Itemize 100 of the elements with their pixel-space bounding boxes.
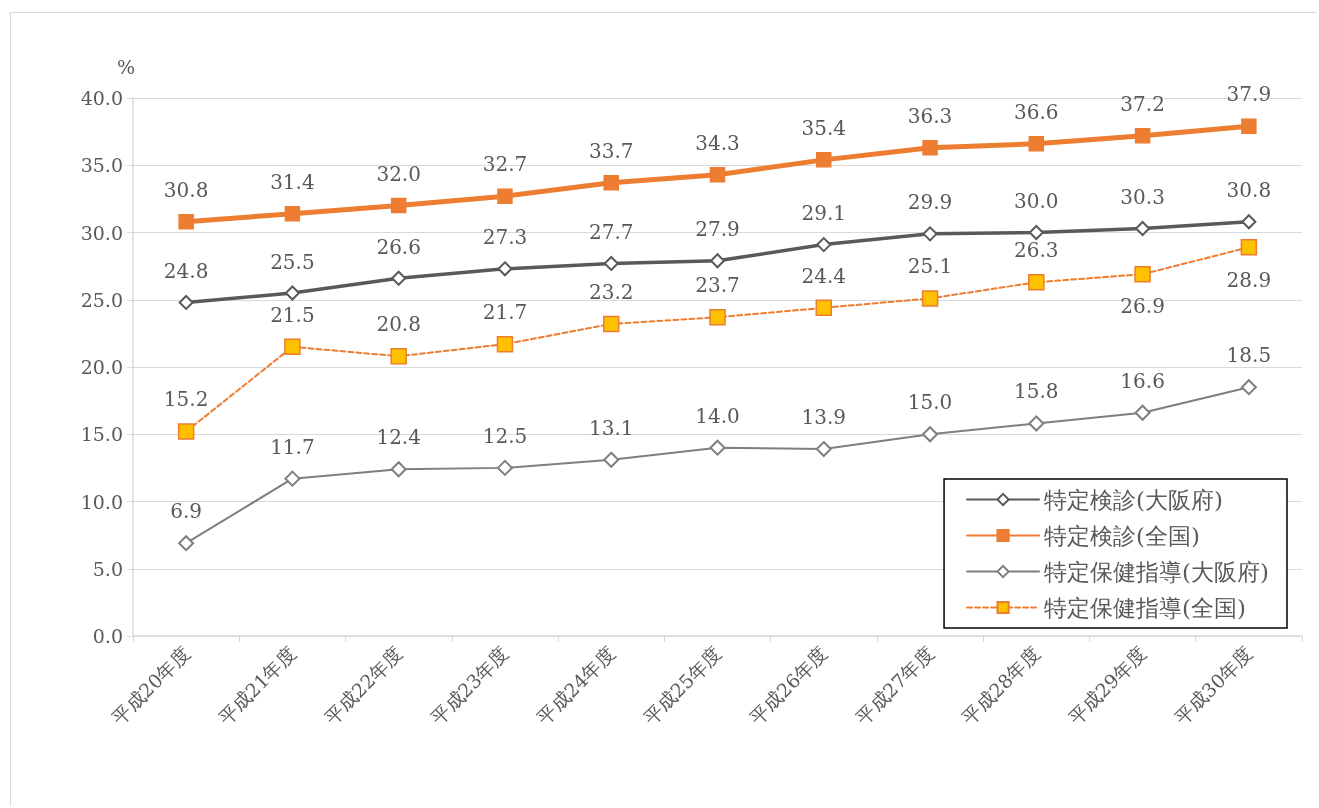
- legend-label: 特定検診(全国): [1044, 522, 1201, 549]
- legend-label: 特定保健指導(全国): [1044, 594, 1247, 621]
- point: [1134, 127, 1151, 144]
- data-label: 25.1: [907, 254, 953, 279]
- data-label: 13.1: [588, 415, 634, 440]
- data-label: 25.5: [270, 249, 315, 274]
- point: [390, 197, 407, 214]
- data-label: 23.7: [695, 272, 740, 297]
- point: [922, 226, 938, 242]
- point: [496, 459, 513, 476]
- point: [1134, 265, 1151, 283]
- point: [177, 423, 195, 440]
- point: [816, 237, 832, 253]
- point: [390, 347, 407, 365]
- y-tick-label: 5.0: [92, 557, 123, 580]
- data-label: 26.6: [376, 234, 421, 259]
- x-tick-label: 平成21年度: [213, 642, 301, 729]
- y-tick-label: 15.0: [80, 423, 123, 446]
- data-label: 30.3: [1120, 184, 1165, 209]
- data-label: 32.0: [376, 161, 421, 186]
- point: [496, 335, 514, 353]
- point: [1028, 415, 1045, 432]
- point: [284, 205, 301, 222]
- data-label: 35.4: [801, 116, 847, 141]
- data-label: 16.6: [1120, 368, 1165, 393]
- data-label: 15.2: [163, 387, 209, 412]
- data-label: 27.7: [588, 219, 634, 244]
- point: [284, 470, 301, 487]
- y-tick-label: 40.0: [80, 87, 123, 109]
- point: [1028, 225, 1044, 240]
- point: [603, 451, 620, 468]
- x-tick-label: 平成25年度: [638, 642, 726, 729]
- y-tick-label: 35.0: [80, 154, 123, 177]
- x-tick-label: 平成29年度: [1063, 642, 1151, 729]
- data-label: 30.8: [1226, 178, 1272, 203]
- point: [922, 140, 938, 156]
- x-tick-label: 平成28年度: [957, 642, 1045, 729]
- data-label: 6.9: [170, 499, 203, 524]
- point: [709, 439, 726, 456]
- data-label: 34.3: [695, 130, 740, 155]
- point: [1241, 118, 1257, 134]
- point: [602, 315, 620, 333]
- point: [178, 294, 194, 310]
- point: [391, 270, 407, 286]
- point: [603, 174, 619, 191]
- point: [1028, 274, 1045, 291]
- data-label: 15.8: [1014, 379, 1059, 404]
- x-tick-label: 平成27年度: [851, 642, 938, 729]
- data-label: 29.9: [907, 190, 953, 215]
- data-label: 33.7: [588, 138, 634, 163]
- data-label: 26.3: [1014, 238, 1059, 263]
- point: [710, 253, 725, 269]
- legend-label: 特定保健指導(大阪府): [1044, 558, 1270, 585]
- data-label: 37.2: [1120, 91, 1165, 116]
- point: [816, 152, 832, 168]
- data-label: 36.6: [1014, 99, 1059, 124]
- data-label: 37.9: [1226, 82, 1272, 107]
- data-label: 11.7: [270, 434, 315, 459]
- data-label: 14.0: [695, 403, 740, 428]
- data-label: 36.3: [907, 104, 953, 129]
- point: [284, 338, 301, 356]
- x-tick-label: 平成23年度: [426, 642, 513, 729]
- point: [709, 166, 726, 183]
- data-label: 27.9: [695, 217, 740, 242]
- data-label: 27.3: [482, 225, 528, 250]
- legend-label: 特定検診(大阪府): [1044, 486, 1224, 513]
- data-label: 15.0: [907, 390, 953, 415]
- x-tick-label: 平成24年度: [532, 642, 620, 729]
- point: [815, 441, 832, 458]
- data-label: 24.8: [163, 258, 209, 283]
- point: [284, 285, 300, 301]
- point: [497, 261, 513, 277]
- x-tick-label: 平成22年度: [320, 642, 407, 729]
- data-label: 31.4: [270, 169, 315, 194]
- data-label: 13.9: [801, 405, 847, 430]
- point: [1135, 220, 1151, 236]
- point: [921, 290, 939, 307]
- data-label: 18.5: [1226, 343, 1272, 368]
- data-label: 26.9: [1120, 294, 1165, 319]
- point: [1241, 214, 1257, 230]
- data-label: 21.5: [270, 302, 315, 327]
- data-label: 12.5: [482, 423, 528, 448]
- point: [1134, 404, 1151, 421]
- point: [709, 308, 726, 326]
- data-label: 30.0: [1014, 189, 1059, 213]
- point: [603, 255, 619, 271]
- point: [1240, 379, 1257, 396]
- y-tick-label: 30.0: [80, 221, 123, 244]
- data-label: 28.9: [1226, 267, 1272, 292]
- data-label: 32.7: [482, 152, 528, 177]
- data-label: 20.8: [376, 311, 421, 336]
- data-label: 21.7: [482, 299, 528, 324]
- data-label: 30.8: [163, 177, 209, 202]
- y-tick-label: 25.0: [80, 288, 123, 311]
- x-tick-label: 平成30年度: [1170, 642, 1257, 729]
- point: [815, 299, 833, 317]
- data-label: 12.4: [376, 425, 421, 450]
- data-label: 29.1: [801, 201, 847, 226]
- point: [1240, 239, 1258, 256]
- data-label: 23.2: [588, 279, 634, 304]
